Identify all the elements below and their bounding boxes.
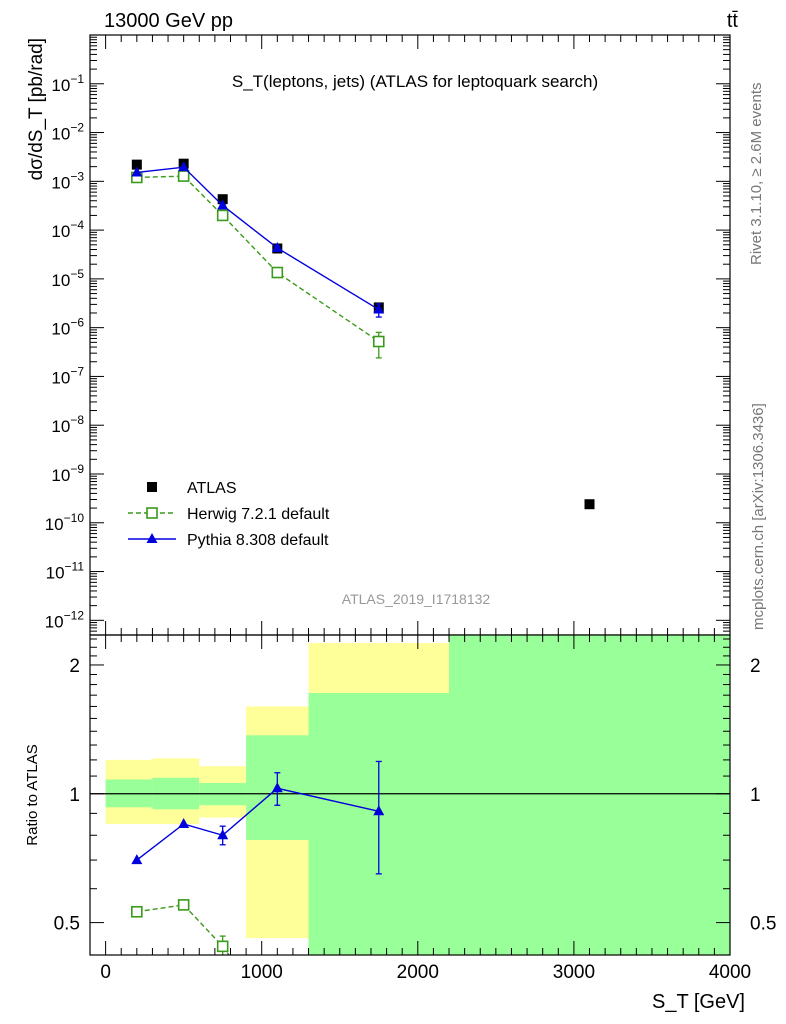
y-tick-label: 10−10 bbox=[45, 511, 85, 534]
y-tick-label: 10−3 bbox=[51, 169, 84, 192]
y-tick-label: 10−1 bbox=[51, 72, 84, 95]
y-tick-label: 10−5 bbox=[51, 267, 84, 290]
ratio-herwig-marker bbox=[216, 940, 229, 953]
legend-atlas-marker bbox=[147, 482, 157, 492]
main-herwig-line bbox=[136, 175, 380, 343]
main-herwig-marker bbox=[216, 209, 229, 222]
ratio-pythia-marker bbox=[271, 782, 283, 793]
ratio-pythia-marker bbox=[178, 817, 190, 828]
main-atlas-marker bbox=[217, 194, 228, 205]
ratio-pythia-marker bbox=[373, 805, 385, 816]
main-pythia-line bbox=[136, 166, 380, 311]
ratio-y-tick-label-left: 0.5 bbox=[54, 914, 80, 935]
ratio-frame bbox=[89, 634, 731, 956]
ratio-y-axis-label: Ratio to ATLAS bbox=[24, 744, 41, 845]
y-tick-label: 10−2 bbox=[51, 121, 84, 144]
main-frame bbox=[89, 34, 731, 636]
main-pythia-marker bbox=[178, 161, 190, 172]
collision-label: 13000 GeV pp bbox=[104, 10, 233, 32]
y-tick-label: 10−8 bbox=[51, 413, 84, 436]
ratio-herwig-line bbox=[136, 904, 230, 955]
main-atlas-marker bbox=[584, 499, 595, 510]
main-pythia-marker bbox=[271, 241, 283, 252]
legend-herwig-marker bbox=[146, 507, 158, 519]
main-pythia-marker bbox=[131, 166, 143, 177]
ratio-pythia-marker bbox=[217, 829, 229, 840]
x-tick-label: 3000 bbox=[553, 962, 595, 983]
ratio-y-tick-label-left: 2 bbox=[69, 656, 80, 677]
ratio-y-tick-label-right: 0.5 bbox=[750, 914, 776, 935]
main-atlas-marker bbox=[131, 159, 142, 170]
y-tick-label: 10−6 bbox=[51, 316, 84, 339]
legend: ATLAS Herwig 7.2.1 default Pythia 8.308 de… bbox=[128, 480, 330, 549]
x-tick-label: 1000 bbox=[241, 962, 283, 983]
x-tick-label: 4000 bbox=[709, 962, 751, 983]
main-herwig-marker bbox=[177, 170, 190, 182]
ratio-y-tick-label-right: 1 bbox=[750, 785, 761, 806]
y-tick-label: 10−7 bbox=[51, 364, 84, 387]
ratio-y-tick-label-left: 1 bbox=[69, 785, 80, 806]
y-axis-label: dσ/dS_T [pb/rad] bbox=[26, 38, 47, 180]
x-tick-label: 2000 bbox=[397, 962, 439, 983]
ratio-herwig-marker bbox=[177, 899, 190, 911]
main-pythia-marker bbox=[373, 303, 385, 314]
main-herwig-marker bbox=[271, 266, 284, 279]
main-pythia-marker bbox=[217, 199, 229, 210]
x-tick-label: 0 bbox=[100, 962, 111, 983]
legend-pythia-marker bbox=[146, 533, 158, 543]
legend-herwig-label: Herwig 7.2.1 default bbox=[187, 506, 330, 523]
ratio-panel: 0.5 0.5 1 1 2 2 0 1000 2000 3000 4000 Ratio to ATL… bbox=[24, 634, 776, 1013]
analysis-watermark: ATLAS_2019_I1718132 bbox=[342, 591, 491, 607]
main-panel: 10−12 10−11 10−10 10−9 10−8 10−7 10−6 10−5 10−4 1… bbox=[26, 34, 731, 636]
legend-pythia-label: Pythia 8.308 default bbox=[187, 532, 329, 549]
main-title: S_T(leptons, jets) (ATLAS for leptoquark… bbox=[232, 72, 598, 91]
rivet-version-label: Rivet 3.1.10, ≥ 2.6M events bbox=[748, 83, 765, 266]
stat-uncertainty-band bbox=[449, 635, 730, 955]
legend-atlas-label: ATLAS bbox=[187, 480, 237, 497]
process-label: tt̄ bbox=[727, 10, 739, 32]
ratio-y-tick-label-right: 2 bbox=[750, 656, 761, 677]
ratio-herwig-marker bbox=[131, 905, 143, 918]
x-axis-label: S_T [GeV] bbox=[652, 991, 745, 1013]
y-tick-label: 10−12 bbox=[45, 608, 85, 631]
main-herwig-marker bbox=[372, 335, 385, 348]
y-tick-label: 10−4 bbox=[51, 218, 84, 241]
ratio-pythia-marker bbox=[131, 854, 143, 865]
y-tick-label: 10−9 bbox=[51, 462, 84, 485]
mcplots-source-label: mcplots.cern.ch [arXiv:1306.3436] bbox=[750, 403, 767, 630]
y-tick-label: 10−11 bbox=[46, 560, 85, 583]
